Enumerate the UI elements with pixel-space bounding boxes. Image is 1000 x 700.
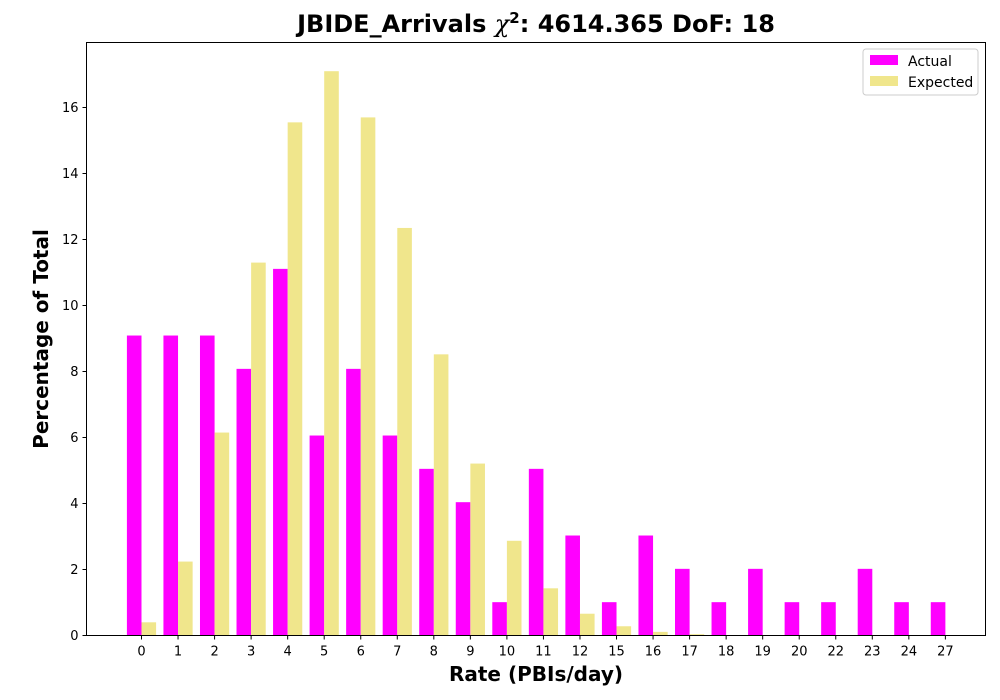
x-tick-label: 5 — [320, 645, 328, 660]
bar-expected-12 — [579, 613, 595, 636]
bars-group — [126, 71, 946, 636]
x-tick-label: 19 — [754, 645, 771, 660]
legend-swatch-actual — [870, 55, 898, 65]
y-axis-title: Percentage of Total — [29, 229, 53, 449]
bar-actual-8 — [419, 468, 434, 636]
y-tick-label: 14 — [62, 167, 79, 182]
x-tick-label: 1 — [174, 645, 182, 660]
chart-title: JBIDE_Arrivals χ2: 4614.365 DoF: 18 — [295, 9, 775, 38]
bar-expected-7 — [397, 227, 412, 636]
x-tick-label: 15 — [608, 645, 625, 660]
bar-actual-7 — [382, 435, 398, 636]
bar-actual-17 — [675, 568, 690, 636]
x-tick-label: 16 — [645, 645, 662, 660]
bar-expected-10 — [506, 540, 522, 636]
x-tick-label: 6 — [357, 645, 365, 660]
y-tick-label: 8 — [70, 365, 78, 380]
x-tick-label: 0 — [137, 645, 145, 660]
bar-actual-12 — [565, 535, 580, 636]
x-tick-label: 20 — [791, 645, 808, 660]
legend: Actual Expected — [862, 48, 979, 96]
x-tick-label: 10 — [499, 645, 516, 660]
bar-expected-0 — [141, 622, 157, 636]
y-axis-ticks: 0 2 4 6 8 10 12 14 16 — [62, 101, 87, 644]
bar-expected-4 — [287, 122, 303, 636]
x-tick-label: 12 — [572, 645, 589, 660]
bar-expected-1 — [178, 561, 193, 636]
bar-actual-5 — [309, 435, 325, 636]
bar-actual-18 — [711, 602, 727, 636]
x-tick-label: 9 — [466, 645, 474, 660]
y-tick-label: 12 — [62, 233, 79, 248]
y-tick-label: 4 — [70, 497, 78, 512]
bar-actual-24 — [894, 602, 909, 636]
x-tick-label: 18 — [718, 645, 735, 660]
bar-actual-11 — [528, 468, 544, 636]
x-tick-label: 22 — [827, 645, 844, 660]
bar-actual-3 — [236, 368, 252, 636]
bar-expected-9 — [470, 463, 485, 636]
bar-actual-4 — [273, 268, 288, 636]
y-tick-label: 10 — [62, 299, 79, 314]
y-tick-label: 0 — [70, 629, 78, 644]
x-tick-label: 4 — [284, 645, 292, 660]
bar-expected-15 — [616, 626, 632, 636]
x-tick-label: 8 — [430, 645, 438, 660]
bar-actual-2 — [199, 335, 215, 636]
y-tick-label: 2 — [70, 563, 78, 578]
x-axis-ticks: 0 1 2 3 4 5 6 7 8 9 10 11 12 15 16 17 18 19 20 22 23 24 27 — [137, 635, 954, 660]
x-tick-label: 11 — [535, 645, 552, 660]
bar-actual-19 — [748, 568, 763, 636]
bar-actual-20 — [784, 602, 800, 636]
bar-actual-22 — [821, 602, 836, 636]
bar-actual-10 — [492, 602, 507, 636]
x-tick-label: 2 — [210, 645, 218, 660]
x-tick-label: 24 — [901, 645, 918, 660]
bar-actual-15 — [601, 602, 617, 636]
bar-expected-17 — [689, 634, 705, 636]
bar-actual-1 — [163, 335, 179, 636]
x-tick-label: 3 — [247, 645, 255, 660]
bar-actual-6 — [346, 368, 361, 636]
bar-actual-9 — [455, 502, 471, 636]
bar-actual-23 — [857, 568, 873, 636]
bar-expected-11 — [543, 588, 559, 636]
x-tick-label: 23 — [864, 645, 881, 660]
y-tick-label: 6 — [70, 431, 78, 446]
bar-actual-16 — [638, 535, 654, 636]
bar-actual-27 — [930, 602, 946, 636]
bar-expected-8 — [433, 354, 449, 636]
legend-swatch-expected — [870, 76, 898, 86]
bar-actual-0 — [126, 335, 142, 636]
legend-label-expected: Expected — [908, 75, 973, 91]
bar-expected-2 — [214, 432, 230, 636]
bar-expected-5 — [324, 71, 339, 636]
bar-expected-3 — [251, 262, 266, 636]
x-tick-label: 7 — [393, 645, 401, 660]
x-tick-label: 27 — [937, 645, 954, 660]
legend-label-actual: Actual — [908, 54, 952, 70]
x-axis-title: Rate (PBIs/day) — [449, 662, 623, 686]
plot-frame — [86, 42, 986, 636]
x-tick-label: 17 — [681, 645, 698, 660]
bar-expected-16 — [653, 631, 668, 636]
bar-expected-6 — [360, 117, 376, 636]
y-tick-label: 16 — [62, 101, 79, 116]
